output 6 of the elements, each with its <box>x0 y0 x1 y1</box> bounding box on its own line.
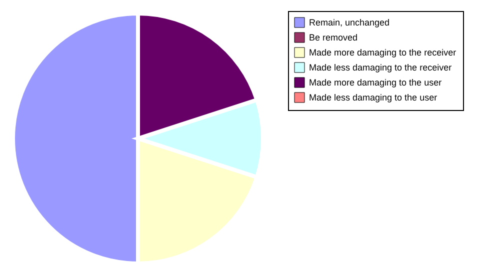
legend-label: Made less damaging to the receiver <box>309 62 452 72</box>
legend-label: Made more damaging to the receiver <box>309 48 456 58</box>
legend-label: Be removed <box>309 32 358 42</box>
legend-label: Made more damaging to the user <box>309 78 442 88</box>
legend-label: Remain, unchanged <box>309 18 390 28</box>
legend-label: Made less damaging to the user <box>309 92 438 102</box>
